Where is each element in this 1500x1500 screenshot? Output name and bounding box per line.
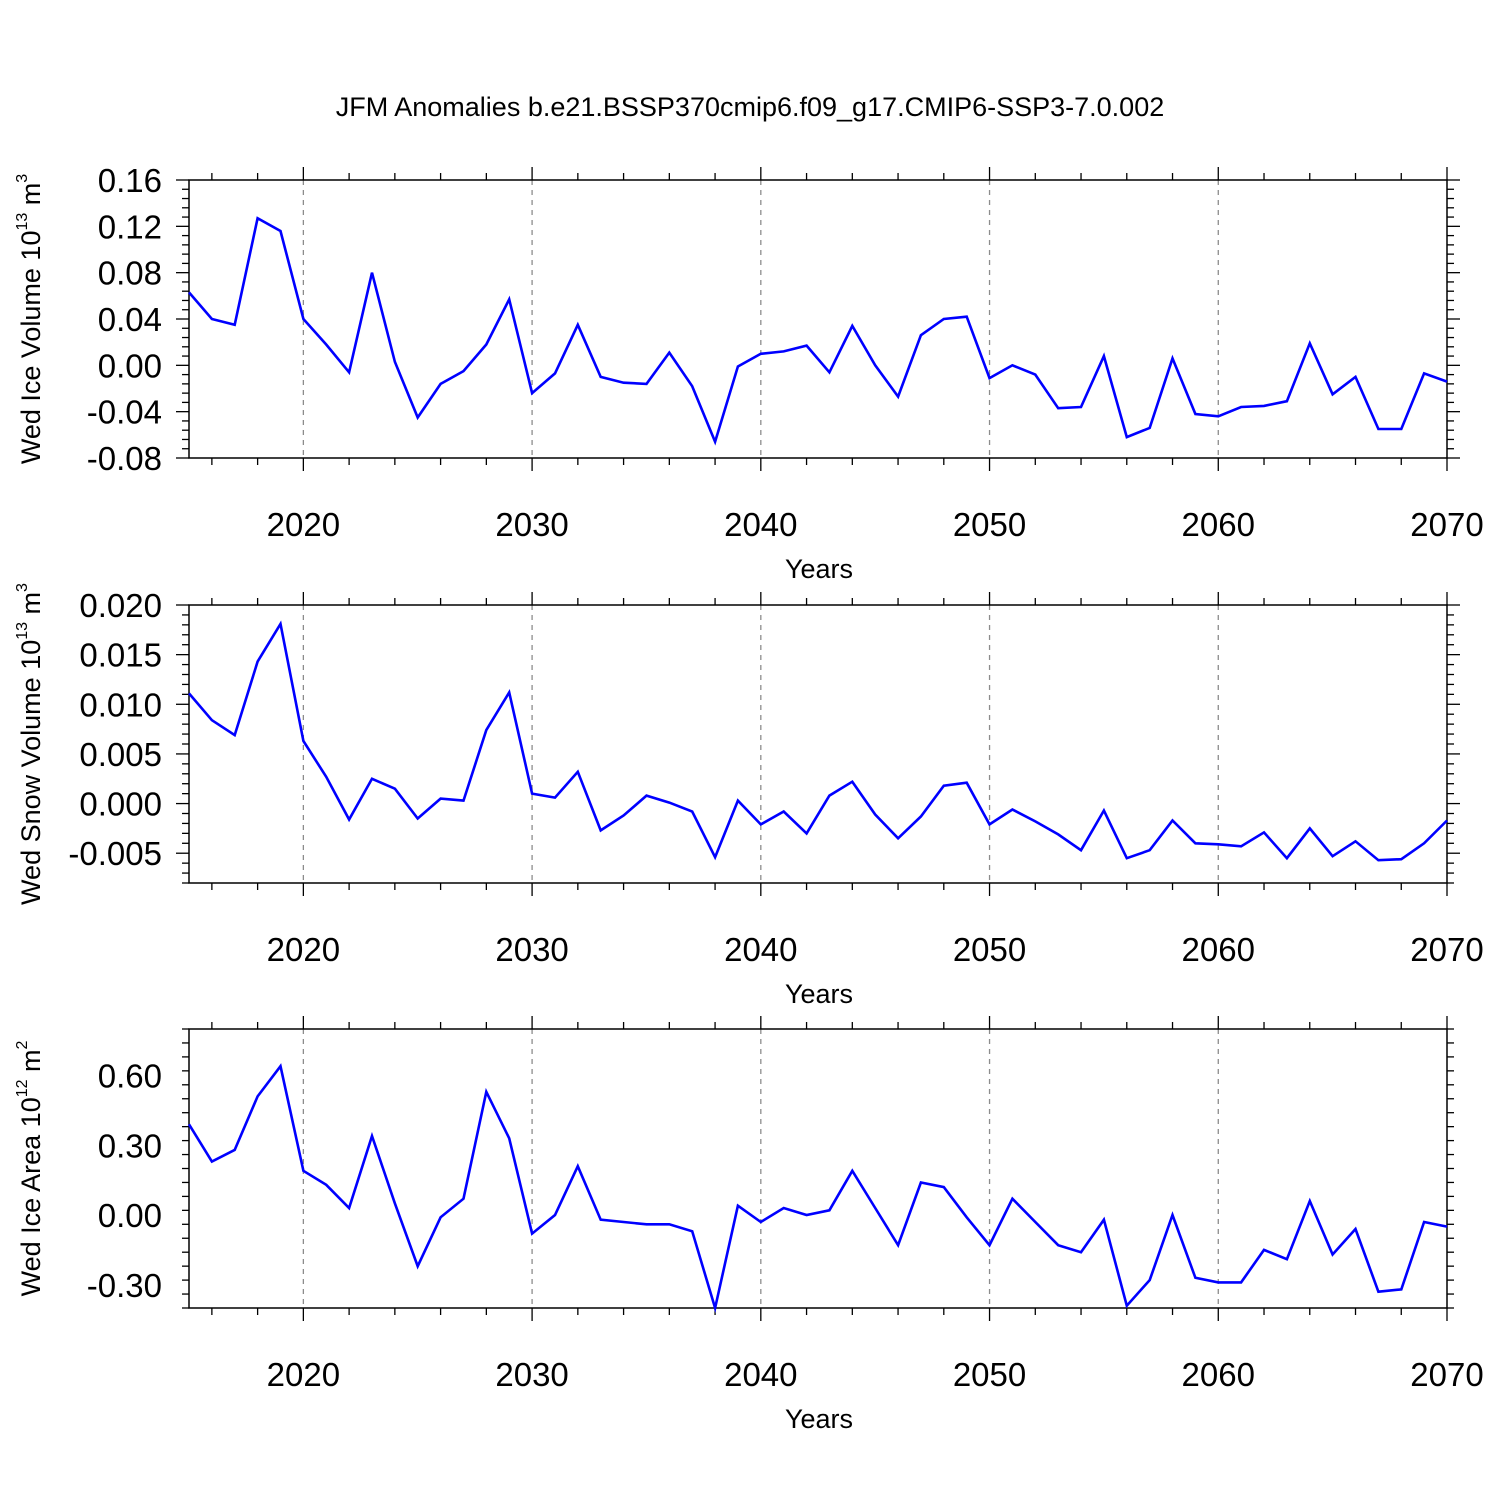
figure-title: JFM Anomalies b.e21.BSSP370cmip6.f09_g17… bbox=[336, 92, 1164, 122]
y-tick-label: -0.005 bbox=[68, 835, 162, 872]
x-tick-label: 2030 bbox=[495, 931, 568, 968]
x-tick-label: 2060 bbox=[1182, 1356, 1255, 1393]
y-tick-label: 0.12 bbox=[98, 208, 162, 245]
series-line bbox=[187, 1063, 1448, 1314]
y-tick-label: -0.30 bbox=[87, 1267, 162, 1304]
x-tick-label: 2050 bbox=[953, 506, 1026, 543]
series-line bbox=[188, 620, 1448, 862]
x-tick-label: 2070 bbox=[1410, 506, 1483, 543]
panels: 2020 2030 2040 2050 2060 2070 -0.08 -0.04 0.00 0.… bbox=[14, 162, 1484, 1434]
y-axis-title-text: Wed Ice Volume 10 bbox=[16, 231, 46, 465]
y-tick-label: 0.16 bbox=[98, 162, 162, 199]
plot-frame bbox=[188, 604, 1448, 884]
y-tick-label: 0.08 bbox=[98, 255, 162, 292]
x-tick-label: 2040 bbox=[724, 931, 797, 968]
y-axis-title-superscript: 13 bbox=[14, 622, 31, 640]
y-axis-title-superscript: 12 bbox=[14, 1079, 31, 1097]
x-tick-label: 2060 bbox=[1182, 931, 1255, 968]
y-axis-title-text: Wed Snow Volume 10 bbox=[16, 640, 46, 905]
y-tick-label: 0.00 bbox=[98, 347, 162, 384]
panel-1: 2020 2030 2040 2050 2060 2070 -0.08 -0.04 0.00 0.… bbox=[14, 162, 1484, 584]
x-axis-title: Years bbox=[785, 979, 853, 1009]
y-tick-label: 0.00 bbox=[98, 1197, 162, 1234]
x-axis-title: Years bbox=[785, 1404, 853, 1434]
y-tick-label: -0.04 bbox=[87, 394, 162, 431]
y-tick-label: 0.020 bbox=[79, 587, 162, 624]
x-tick-label: 2030 bbox=[495, 506, 568, 543]
y-tick-label: 0.000 bbox=[79, 786, 162, 823]
x-tick-label: 2020 bbox=[267, 506, 340, 543]
plot-frame bbox=[188, 1028, 1448, 1309]
panel-3: 2020 2030 2040 2050 2060 2070 -0.30 0.00 0.30 0.6… bbox=[14, 1016, 1484, 1434]
panel-2: 2020 2030 2040 2050 2060 2070 -0.005 0.000 0.005… bbox=[14, 583, 1484, 1009]
y-tick-label: 0.010 bbox=[79, 686, 162, 723]
x-tick-label: 2020 bbox=[267, 1356, 340, 1393]
x-tick-label: 2070 bbox=[1410, 931, 1483, 968]
y-axis-title-superscript: 2 bbox=[14, 1040, 31, 1049]
x-axis-title: Years bbox=[785, 554, 853, 584]
x-tick-label: 2050 bbox=[953, 931, 1026, 968]
y-axis-title: Wed Snow Volume 1013 m3 bbox=[14, 583, 46, 905]
x-tick-label: 2060 bbox=[1182, 506, 1255, 543]
y-axis-title: Wed Ice Volume 1013 m3 bbox=[14, 174, 46, 464]
series-line bbox=[188, 216, 1448, 446]
x-tick-label: 2030 bbox=[495, 1356, 568, 1393]
y-axis-title-text: m bbox=[16, 1049, 46, 1079]
y-axis-title: Wed Ice Area 1012 m2 bbox=[14, 1040, 46, 1296]
y-axis-title-superscript: 3 bbox=[14, 583, 31, 592]
y-axis-title-text: m bbox=[16, 183, 46, 213]
y-tick-label: 0.04 bbox=[98, 301, 162, 338]
y-axis-title-superscript: 13 bbox=[14, 213, 31, 231]
x-tick-label: 2020 bbox=[267, 931, 340, 968]
y-axis-title-text: Wed Ice Area 10 bbox=[16, 1097, 46, 1296]
x-tick-label: 2040 bbox=[724, 1356, 797, 1393]
y-tick-label: -0.08 bbox=[87, 440, 162, 477]
plot-frame bbox=[188, 179, 1448, 459]
x-tick-label: 2050 bbox=[953, 1356, 1026, 1393]
y-tick-label: 0.015 bbox=[79, 637, 162, 674]
x-tick-label: 2070 bbox=[1410, 1356, 1483, 1393]
y-axis-title-superscript: 3 bbox=[14, 174, 31, 183]
y-tick-label: 0.60 bbox=[98, 1058, 162, 1095]
y-tick-label: 0.005 bbox=[79, 736, 162, 773]
y-tick-label: 0.30 bbox=[98, 1127, 162, 1164]
y-axis-title-text: m bbox=[16, 592, 46, 622]
x-tick-label: 2040 bbox=[724, 506, 797, 543]
